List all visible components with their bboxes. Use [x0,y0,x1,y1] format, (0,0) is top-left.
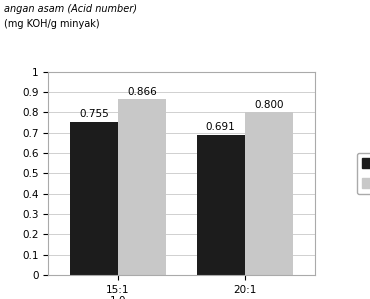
Bar [118,99,166,275]
Bar [70,122,118,275]
Bar [196,135,245,275]
Text: (mg KOH/g minyak): (mg KOH/g minyak) [4,19,99,29]
Text: 0.866: 0.866 [127,87,157,97]
Text: 0.755: 0.755 [79,109,109,119]
Text: 0.691: 0.691 [206,122,235,132]
Text: 0.800: 0.800 [254,100,283,110]
Legend: ENT, ETN: ENT, ETN [357,153,370,194]
Text: angan asam (Acid number): angan asam (Acid number) [4,4,137,14]
Bar [245,112,293,275]
